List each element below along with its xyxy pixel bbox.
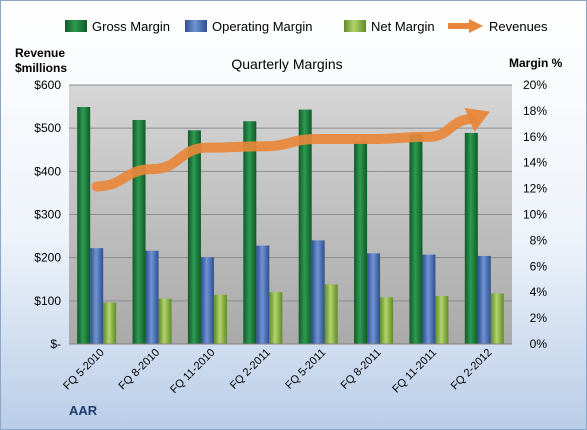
- bar-net-margin: [380, 297, 394, 344]
- legend-swatch-operating-margin: [185, 20, 207, 32]
- bar-net-margin: [435, 296, 449, 344]
- bar-net-margin: [158, 298, 172, 344]
- bar-operating-margin: [477, 255, 491, 344]
- bar-gross-margin: [243, 121, 257, 344]
- legend: Gross Margin Operating Margin Net Margin…: [65, 19, 548, 34]
- x-tick-label: FQ 8-2010: [117, 347, 163, 393]
- right-tick-label: 12%: [523, 182, 547, 196]
- right-tick-label: 10%: [523, 208, 547, 222]
- right-tick-label: 18%: [523, 104, 547, 118]
- legend-arrow-icon: [448, 19, 483, 33]
- revenue-line: [91, 108, 490, 192]
- x-tick-label: FQ 5-2011: [283, 347, 328, 392]
- x-tick-label: FQ 8-2011: [339, 347, 384, 392]
- bar-gross-margin: [132, 119, 146, 344]
- bar-net-margin: [490, 293, 504, 344]
- legend-swatch-net-margin: [344, 20, 366, 32]
- right-axis-title: Margin %: [509, 56, 563, 70]
- bar-gross-margin: [298, 109, 312, 344]
- legend-label-net-margin: Net Margin: [371, 19, 435, 34]
- right-tick-label: 14%: [523, 156, 547, 170]
- x-tick-label: FQ 11-2010: [168, 347, 217, 396]
- right-tick-label: 8%: [530, 233, 548, 247]
- bar-net-margin: [324, 284, 338, 344]
- bar-operating-margin: [256, 245, 270, 344]
- bar-operating-margin: [367, 253, 381, 344]
- legend-label-gross-margin: Gross Margin: [92, 19, 170, 34]
- left-tick-label: $100: [34, 294, 61, 308]
- bars: [77, 107, 504, 344]
- bar-gross-margin: [464, 132, 478, 344]
- right-tick-label: 16%: [523, 130, 547, 144]
- right-tick-label: 2%: [530, 311, 548, 325]
- bar-operating-margin: [200, 257, 214, 344]
- left-axis-title-line2: $millions: [15, 61, 67, 75]
- legend-label-revenues: Revenues: [489, 19, 548, 34]
- chart-title: Quarterly Margins: [231, 56, 342, 72]
- right-tick-label: 20%: [523, 78, 547, 92]
- bar-operating-margin: [90, 248, 104, 344]
- left-tick-label: $200: [34, 251, 61, 265]
- x-tick-label: FQ 11-2011: [390, 347, 439, 396]
- bar-operating-margin: [422, 254, 436, 344]
- bar-gross-margin: [77, 107, 91, 344]
- left-axis-ticks: $- $100 $200 $300 $400 $500 $600: [34, 78, 61, 351]
- company-label: AAR: [69, 403, 98, 418]
- x-tick-label: FQ 2-2011: [228, 347, 273, 392]
- bar-gross-margin: [354, 141, 368, 344]
- bar-net-margin: [213, 294, 227, 344]
- left-tick-label: $600: [34, 78, 61, 92]
- right-tick-label: 4%: [530, 285, 548, 299]
- x-tick-label: FQ 5-2010: [61, 347, 107, 393]
- x-axis-ticks: FQ 5-2010 FQ 8-2010 FQ 11-2010 FQ 2-2011 FQ …: [61, 347, 494, 396]
- right-tick-label: 6%: [530, 259, 548, 273]
- left-tick-label: $500: [34, 121, 61, 135]
- bar-net-margin: [103, 302, 117, 344]
- left-axis-title-line1: Revenue: [15, 46, 65, 60]
- legend-label-operating-margin: Operating Margin: [212, 19, 312, 34]
- bar-operating-margin: [145, 250, 159, 344]
- x-tick-label: FQ 2-2012: [449, 347, 495, 393]
- right-axis-ticks: 0% 2% 4% 6% 8% 10% 12% 14% 16% 18% 20%: [523, 78, 547, 351]
- bar-operating-margin: [311, 240, 325, 344]
- left-tick-label: $300: [34, 208, 61, 222]
- bar-net-margin: [269, 292, 283, 344]
- left-tick-label: $400: [34, 164, 61, 178]
- bar-gross-margin: [187, 130, 201, 344]
- left-tick-label: $-: [50, 337, 61, 351]
- bar-gross-margin: [409, 134, 423, 344]
- right-tick-label: 0%: [530, 337, 548, 351]
- revenue-arrowhead: [464, 108, 490, 133]
- legend-swatch-gross-margin: [65, 20, 87, 32]
